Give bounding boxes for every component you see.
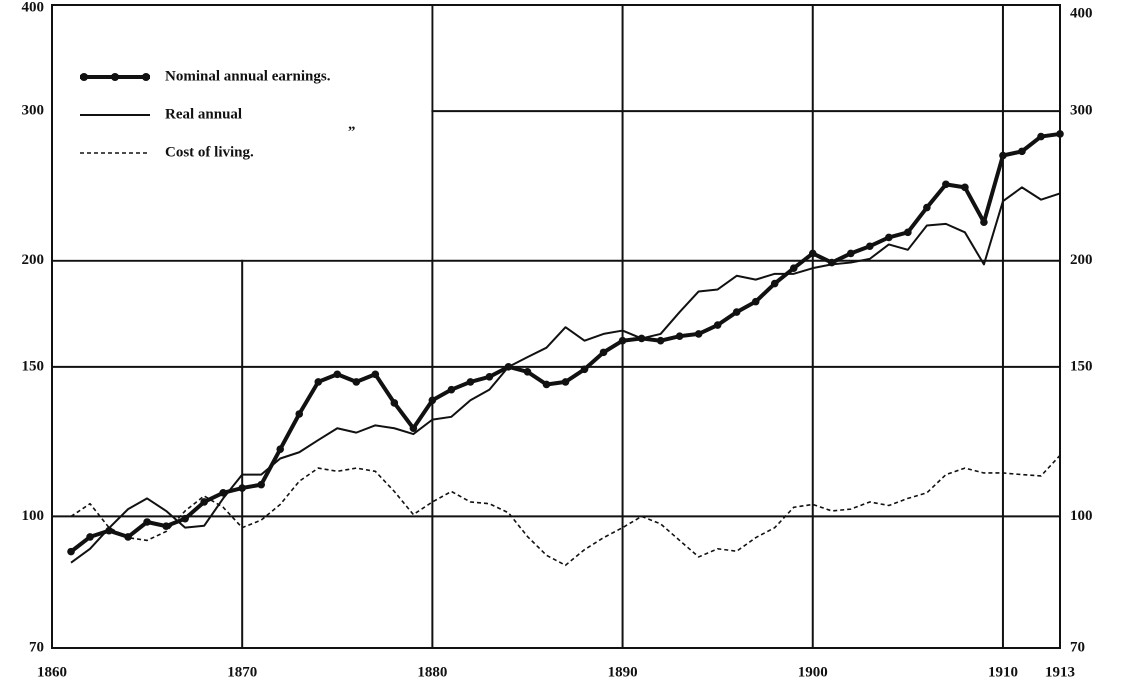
x-tick-label: 1910 — [988, 664, 1018, 680]
y-tick-label: 400 — [22, 0, 45, 15]
data-point — [618, 336, 627, 345]
data-point — [466, 378, 475, 386]
data-point — [352, 378, 361, 386]
legend-ditto: „ — [348, 116, 356, 132]
x-tick-label: 1913 — [1045, 664, 1075, 680]
y2-tick-label: 200 — [1070, 252, 1093, 268]
data-point — [1037, 132, 1045, 141]
data-point — [542, 380, 551, 389]
plot-frame — [51, 4, 1061, 649]
data-point — [789, 264, 798, 272]
data-point — [67, 547, 75, 556]
data-point — [181, 514, 189, 523]
data-point — [999, 151, 1007, 160]
data-point — [770, 279, 779, 288]
data-point — [580, 365, 589, 374]
x-tick-label: 1900 — [798, 664, 828, 680]
legend-label: Real annual — [165, 106, 242, 122]
data-point — [238, 484, 246, 492]
data-point — [694, 330, 703, 338]
data-point — [428, 396, 437, 405]
data-point — [143, 518, 151, 526]
data-point — [923, 203, 931, 212]
x-tick-label: 1880 — [417, 664, 447, 680]
data-point — [295, 410, 304, 418]
data-point — [314, 378, 323, 386]
y2-tick-label: 100 — [1070, 508, 1093, 524]
y-tick-label: 100 — [22, 508, 45, 524]
data-point — [561, 378, 570, 386]
series-line — [70, 454, 1061, 567]
data-point — [86, 533, 94, 541]
data-point — [485, 373, 494, 381]
data-point — [846, 249, 855, 258]
data-point — [276, 445, 285, 453]
legend-dot — [111, 73, 119, 81]
y2-tick-label: 150 — [1070, 358, 1093, 374]
data-point — [808, 249, 817, 258]
data-point — [942, 180, 950, 189]
data-point — [162, 522, 170, 530]
y2-tick-label: 70 — [1070, 639, 1085, 655]
data-point — [866, 242, 874, 251]
legend-label: Cost of living. — [165, 144, 254, 160]
data-point — [980, 218, 988, 227]
data-point — [333, 370, 342, 379]
y-tick-label: 200 — [22, 252, 45, 268]
x-tick-label: 1870 — [227, 664, 257, 680]
data-point — [371, 370, 380, 379]
legend-dot — [80, 73, 88, 81]
legend-label: Nominal annual earnings. — [165, 68, 331, 84]
y2-tick-label: 400 — [1070, 5, 1093, 21]
x-tick-label: 1890 — [608, 664, 638, 680]
data-point — [885, 233, 893, 242]
legend-panel — [53, 6, 432, 260]
y-tick-label: 300 — [22, 103, 45, 119]
y2-tick-label: 300 — [1070, 103, 1093, 119]
data-point — [409, 424, 418, 433]
data-point — [1056, 130, 1064, 138]
y-tick-label: 70 — [29, 639, 44, 655]
data-point — [961, 183, 969, 192]
data-point — [390, 399, 399, 407]
data-point — [447, 385, 456, 394]
data-point — [675, 332, 684, 340]
y-tick-label: 150 — [22, 358, 45, 374]
data-point — [257, 480, 266, 489]
data-point — [656, 336, 665, 345]
data-point — [751, 297, 760, 306]
legend-dot — [142, 73, 150, 81]
data-point — [523, 367, 532, 376]
data-point — [124, 533, 132, 541]
data-point — [200, 498, 208, 506]
data-point — [599, 348, 608, 357]
data-point — [713, 321, 722, 329]
data-point — [904, 228, 912, 237]
data-point — [732, 308, 741, 316]
series-line — [70, 186, 1061, 564]
data-point — [1018, 147, 1026, 156]
x-tick-label: 1860 — [37, 664, 67, 680]
